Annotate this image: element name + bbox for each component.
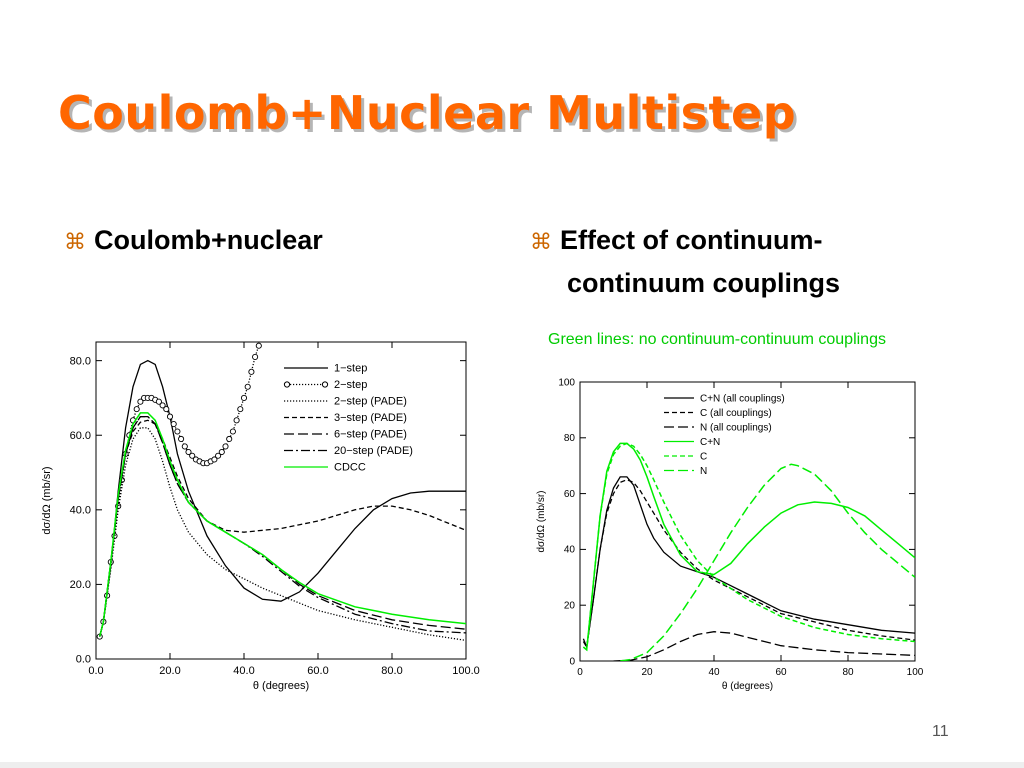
series-group [582, 442, 915, 661]
x-tick-label: 60.0 [307, 665, 328, 677]
x-tick-label: 0 [577, 667, 583, 678]
data-point [181, 443, 188, 450]
chart-continuum-couplings-svg: 0 20 40 60 80 100 0 20 40 60 80 100 θ (degrees) dσ/dΩ… [536, 377, 924, 692]
y-tick-label: 40 [564, 545, 576, 556]
data-point [248, 368, 255, 375]
data-point [133, 406, 140, 413]
legend-marker [321, 381, 329, 388]
page-number: 11 [932, 723, 949, 740]
data-point [137, 398, 144, 405]
data-point [185, 448, 192, 456]
y-tick-label: 60.0 [70, 430, 91, 442]
data-point [240, 394, 248, 401]
legend-label: C+N (all couplings) [700, 393, 785, 404]
bullet-text: Coulomb+nuclear [94, 225, 323, 255]
data-point [174, 428, 181, 435]
bullet-text-line2: continuum couplings [567, 268, 840, 298]
y-tick-label: 100 [558, 377, 575, 388]
x-tick-label: 100.0 [452, 665, 480, 677]
y-tick-label: 40.0 [70, 504, 91, 516]
data-point [229, 428, 236, 435]
legend-label: C+N [700, 437, 720, 448]
series-line-2 [613, 631, 915, 661]
data-point [218, 448, 225, 456]
footer-bar [0, 762, 1024, 768]
legend-label: 2−step [334, 379, 367, 391]
data-point [237, 406, 244, 413]
data-point [159, 402, 166, 409]
chart-multistep-svg: 0.0 20.0 40.0 60.0 80.0 100.0 0.0 20.0 40.0 60.0 8… [41, 341, 480, 692]
y-tick-label: 80.0 [70, 355, 91, 367]
series-line-0 [99, 359, 466, 637]
series-line-3 [582, 442, 915, 652]
y-axis-label: dσ/dΩ (mb/sr) [41, 466, 53, 534]
y-axis-label: dσ/dΩ (mb/sr) [536, 491, 547, 553]
x-tick-label: 100 [907, 667, 924, 678]
x-tick-label: 80 [842, 667, 854, 678]
command-bullet-icon: ⌘ [530, 230, 552, 255]
chart-multistep: 0.0 20.0 40.0 60.0 80.0 100.0 0.0 20.0 40.0 60.0 8… [30, 330, 500, 710]
green-lines-note: Green lines: no continuum-continuum coup… [548, 331, 886, 348]
x-tick-label: 0.0 [88, 665, 103, 677]
legend-label: C (all couplings) [700, 408, 772, 419]
data-point [222, 443, 229, 450]
y-tick-label: 0 [569, 656, 575, 667]
x-tick-label: 20 [641, 667, 653, 678]
x-tick-label: 40 [708, 667, 720, 678]
data-point [255, 342, 262, 349]
series-line-6 [98, 412, 466, 637]
legend-marker [283, 381, 291, 388]
series-line-2 [99, 427, 466, 642]
data-point [233, 417, 240, 424]
data-point [163, 406, 170, 413]
x-tick-label: 40.0 [233, 665, 254, 677]
chart-continuum-couplings: 0 20 40 60 80 100 0 20 40 60 80 100 θ (degrees) dσ/dΩ… [530, 368, 930, 698]
data-point [252, 353, 259, 360]
y-tick-label: 20.0 [70, 579, 91, 591]
command-bullet-icon: ⌘ [64, 230, 86, 255]
series-line-1 [582, 478, 915, 650]
slide-title: Coulomb+Nuclear Multistep [58, 86, 797, 140]
legend-label: 6−step (PADE) [334, 429, 407, 441]
data-point [178, 435, 185, 443]
legend-label: 2−step (PADE) [334, 396, 407, 408]
x-tick-label: 60 [775, 667, 787, 678]
data-point [215, 452, 222, 459]
series-line-4 [582, 442, 915, 652]
plot-frame [95, 341, 467, 660]
series-line-5 [620, 463, 915, 661]
data-point [189, 452, 196, 459]
legend-label: C [700, 451, 707, 462]
y-tick-label: 20 [564, 601, 576, 612]
legend-label: CDCC [334, 462, 366, 474]
legend-label: 20−step (PADE) [334, 445, 413, 457]
plot-frame [579, 381, 916, 662]
y-tick-label: 0.0 [76, 654, 91, 666]
data-point [166, 413, 174, 420]
bullet-continuum-effect: ⌘ Effect of continuum- continuum coupling… [530, 220, 1000, 303]
data-point [155, 398, 162, 405]
bullet-text-line1: Effect of continuum- [560, 225, 823, 255]
data-point [244, 383, 251, 390]
legend-label: N (all couplings) [700, 422, 772, 433]
data-point [226, 435, 233, 443]
x-tick-label: 80.0 [381, 665, 402, 677]
y-tick-label: 80 [564, 433, 576, 444]
legend-label: 1−step [334, 363, 367, 375]
series-line-1 [99, 345, 260, 637]
y-tick-label: 60 [564, 489, 576, 500]
data-point [170, 420, 177, 428]
legend-label: 3−step (PADE) [334, 412, 407, 424]
bullet-coulomb-nuclear: ⌘ Coulomb+nuclear [64, 220, 323, 263]
series-group [96, 342, 466, 642]
legend-label: N [700, 466, 707, 477]
series-line-0 [582, 476, 915, 650]
x-axis-label: θ (degrees) [253, 680, 309, 692]
x-axis-label: θ (degrees) [722, 681, 773, 692]
x-tick-label: 20.0 [159, 665, 180, 677]
data-point [211, 456, 218, 463]
